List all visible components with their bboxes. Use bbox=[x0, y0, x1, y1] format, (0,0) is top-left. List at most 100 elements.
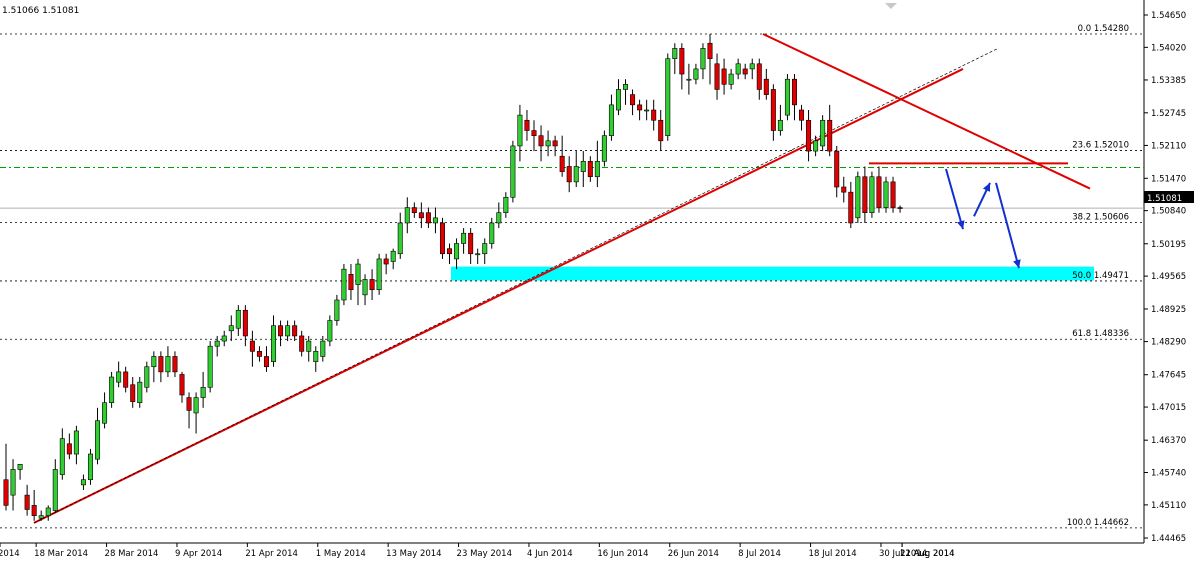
candle bbox=[418, 202, 424, 229]
candle-body bbox=[383, 258, 389, 265]
candle-body bbox=[137, 381, 143, 403]
candle-body bbox=[545, 140, 551, 147]
candle-body bbox=[172, 356, 178, 373]
candle bbox=[292, 320, 298, 342]
candle-body bbox=[397, 222, 403, 255]
candle bbox=[186, 392, 192, 429]
candle-body bbox=[468, 232, 474, 255]
price-tick-label: 1.52110 bbox=[1151, 141, 1186, 151]
candle bbox=[299, 330, 305, 357]
projection-arrows bbox=[945, 168, 1021, 269]
candle-body bbox=[601, 135, 607, 162]
shift-marker-icon[interactable] bbox=[885, 3, 897, 9]
candle-body bbox=[95, 420, 101, 460]
fib-level-label: 100.0 1.44662 bbox=[1067, 518, 1129, 528]
candle bbox=[439, 217, 445, 259]
price-tick-label: 1.54020 bbox=[1151, 43, 1186, 53]
candle bbox=[179, 371, 185, 403]
candle-body bbox=[587, 161, 593, 178]
candle bbox=[644, 99, 650, 121]
candle bbox=[503, 192, 509, 218]
candle-body bbox=[679, 48, 685, 75]
candle bbox=[806, 109, 812, 162]
candle bbox=[271, 315, 277, 367]
candle bbox=[10, 459, 16, 511]
candle-body bbox=[855, 176, 861, 219]
candle bbox=[66, 433, 72, 460]
candle bbox=[665, 53, 671, 141]
candle bbox=[73, 425, 79, 465]
candle-body bbox=[87, 453, 93, 481]
candle bbox=[552, 135, 558, 157]
candle-body bbox=[756, 63, 762, 90]
candle-body bbox=[186, 397, 192, 411]
candle-body bbox=[489, 222, 495, 244]
candle-body bbox=[362, 279, 368, 296]
candle bbox=[855, 171, 861, 223]
candle-body bbox=[806, 119, 812, 152]
price-tick-label: 1.54650 bbox=[1151, 11, 1186, 21]
candle bbox=[59, 428, 65, 480]
chart-header-prices: 1.51066 1.51081 bbox=[2, 6, 79, 16]
candle-body bbox=[376, 258, 382, 291]
candle bbox=[313, 346, 319, 372]
candle-body bbox=[73, 430, 79, 455]
price-tick-label: 1.47015 bbox=[1151, 403, 1186, 413]
support-zone bbox=[451, 266, 1094, 281]
candle bbox=[510, 140, 516, 203]
candle bbox=[496, 202, 502, 229]
candle bbox=[151, 351, 157, 383]
candle bbox=[123, 366, 129, 393]
arrow-down-1 bbox=[945, 168, 964, 230]
candle-body bbox=[17, 464, 23, 470]
candle bbox=[432, 207, 438, 234]
candle-body bbox=[418, 212, 424, 219]
candle bbox=[827, 104, 833, 157]
price-tick-label: 1.51470 bbox=[1151, 174, 1186, 184]
time-tick-label: 2014 bbox=[0, 549, 20, 559]
candle bbox=[686, 63, 692, 95]
time-tick-label: 9 Apr 2014 bbox=[175, 549, 222, 559]
candle bbox=[95, 407, 101, 465]
candle-body bbox=[630, 94, 636, 106]
candle bbox=[841, 176, 847, 203]
candle-body bbox=[608, 104, 614, 136]
candle-body bbox=[559, 155, 565, 172]
candle-body bbox=[306, 340, 312, 352]
candle-body bbox=[109, 376, 115, 403]
candle bbox=[693, 63, 699, 85]
arrow-down-1-head bbox=[957, 220, 965, 230]
candle bbox=[327, 315, 333, 347]
candle-body bbox=[411, 207, 417, 213]
candle-body bbox=[510, 145, 516, 198]
candles bbox=[3, 33, 903, 521]
fib-level-label: 23.6 1.52010 bbox=[1072, 141, 1129, 151]
candle bbox=[601, 130, 607, 167]
candle-body bbox=[496, 212, 502, 224]
candle-body bbox=[334, 299, 340, 321]
candle-body bbox=[531, 130, 537, 136]
candle bbox=[658, 109, 664, 152]
candle bbox=[608, 94, 614, 141]
candle-body bbox=[66, 443, 72, 455]
candle bbox=[404, 197, 410, 234]
candle-body bbox=[454, 243, 460, 260]
candle bbox=[278, 320, 284, 347]
candle-body bbox=[552, 140, 558, 147]
price-tick-label: 1.45110 bbox=[1151, 501, 1186, 511]
candle bbox=[862, 166, 868, 223]
candle-body bbox=[862, 176, 868, 213]
candle bbox=[763, 68, 769, 100]
candle-body bbox=[503, 196, 509, 213]
candle bbox=[777, 104, 783, 136]
candle bbox=[531, 120, 537, 152]
candle bbox=[447, 243, 453, 265]
candle bbox=[742, 63, 748, 80]
candle-body bbox=[482, 243, 488, 255]
price-tick-label: 1.45740 bbox=[1151, 469, 1186, 479]
candle bbox=[242, 305, 248, 347]
time-tick-label: 26 Jun 2014 bbox=[668, 549, 719, 559]
candle-body bbox=[799, 109, 805, 121]
